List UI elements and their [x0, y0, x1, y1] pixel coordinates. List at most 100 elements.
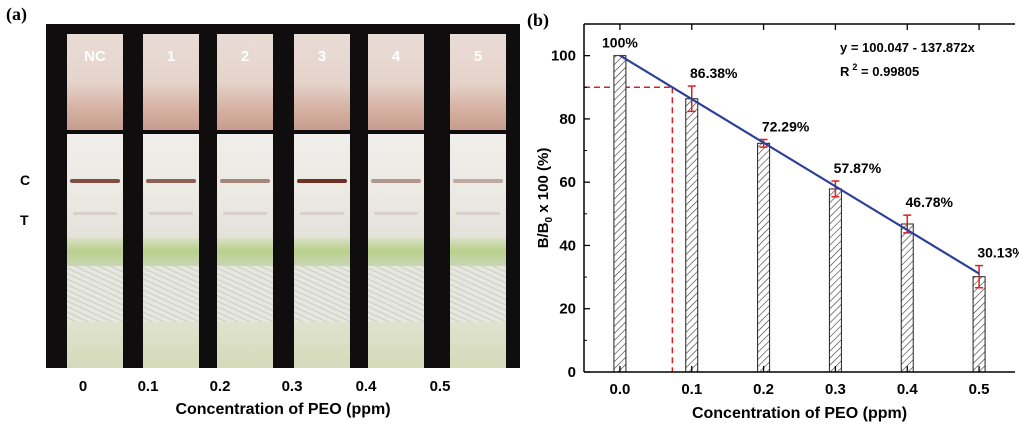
strip-mesh-pad [294, 266, 350, 322]
test-strips-photo: NC 1 2 3 4 5 [46, 24, 520, 368]
y-tick-label: 20 [559, 301, 576, 318]
strip-sample-pad [143, 34, 199, 130]
strip-sample-pad [67, 34, 123, 130]
y-tick-label: 80 [559, 111, 576, 128]
control-line [297, 179, 347, 183]
bar [613, 55, 627, 373]
panel-b-label: (b) [527, 10, 549, 30]
test-strip: 1 [143, 24, 199, 368]
test-line [149, 212, 193, 215]
y-tick-label: 40 [559, 237, 576, 254]
x-tick-label: 0.5 [969, 381, 990, 398]
y-tick-label: 0 [568, 364, 576, 381]
strip-bottom-pad [294, 322, 350, 368]
strip-absorb-pad [217, 238, 273, 266]
test-line [300, 212, 344, 215]
strip-label: 2 [240, 48, 250, 65]
strip-window-pad [368, 134, 424, 238]
y-axis-label-prefix: B/B [535, 222, 552, 248]
control-line [146, 179, 196, 183]
strip-bottom-pad [143, 322, 199, 368]
test-line [456, 212, 500, 215]
test-strip: 4 [368, 24, 424, 368]
x-tick-label: 0.3 [825, 381, 846, 398]
data-label: 46.78% [906, 194, 954, 210]
strip-mesh-pad [67, 266, 123, 322]
strip-label: 1 [166, 48, 176, 65]
strip-window-pad [143, 134, 199, 238]
strip-bottom-pad [217, 322, 273, 368]
strip-absorb-pad [67, 238, 123, 266]
strip-absorb-pad [143, 238, 199, 266]
y-axis-label-suffix: x 100 (%) [535, 148, 552, 217]
strip-concentration-label: 0.3 [281, 378, 303, 395]
strip-label: 4 [391, 48, 401, 65]
bar [972, 276, 986, 373]
panel-a-x-axis-label: Concentration of PEO (ppm) [175, 401, 391, 418]
r-squared-value: = 0.99805 [857, 64, 919, 79]
strip-label: 5 [473, 48, 483, 65]
strip-bottom-pad [67, 322, 123, 368]
test-line [223, 212, 267, 215]
strip-window-pad [294, 134, 350, 238]
strip-concentration-label: 0.5 [429, 378, 451, 395]
strip-label: 3 [317, 48, 327, 65]
control-line [70, 179, 120, 183]
strip-concentration-label: 0.2 [209, 378, 231, 395]
x-tick-label: 0.0 [609, 381, 630, 398]
r-squared-symbol: R [840, 64, 850, 79]
y-axis-label: B/B0 x 100 (%) [535, 148, 555, 249]
strip-absorb-pad [294, 238, 350, 266]
control-line [220, 179, 270, 183]
strip-window-pad [450, 134, 506, 238]
bar [828, 188, 842, 373]
control-line-label: C [20, 172, 31, 188]
data-label: 72.29% [762, 119, 810, 135]
strip-absorb-pad [368, 238, 424, 266]
y-tick-label: 60 [559, 174, 576, 191]
strip-mesh-pad [368, 266, 424, 322]
data-label: 86.38% [690, 65, 738, 81]
x-tick-label: 0.4 [897, 381, 919, 398]
test-line [73, 212, 117, 215]
strip-sample-pad [450, 34, 506, 130]
strip-mesh-pad [217, 266, 273, 322]
bar [685, 98, 699, 373]
control-line [453, 179, 503, 183]
test-line-label: T [20, 212, 29, 228]
strip-bottom-pad [450, 322, 506, 368]
x-tick-label: 0.1 [681, 381, 702, 398]
strip-sample-pad [294, 34, 350, 130]
strip-sample-pad [217, 34, 273, 130]
strip-absorb-pad [450, 238, 506, 266]
strip-concentration-label: 0.1 [137, 378, 159, 395]
control-line [371, 179, 421, 183]
test-strip: 2 [217, 24, 273, 368]
test-strip: NC [67, 24, 123, 368]
panel-a-label: (a) [6, 4, 27, 24]
x-tick-label: 0.2 [753, 381, 774, 398]
test-line [374, 212, 418, 215]
data-label: 100% [602, 35, 638, 51]
bar [900, 223, 914, 373]
test-strip: 5 [450, 24, 506, 368]
linear-fit-line [619, 54, 980, 275]
test-strip: 3 [294, 24, 350, 368]
y-tick-label: 100 [551, 48, 576, 65]
strip-label: NC [84, 48, 106, 65]
strip-concentration-label: 0.4 [355, 378, 377, 395]
strip-mesh-pad [143, 266, 199, 322]
strip-sample-pad [368, 34, 424, 130]
strip-window-pad [217, 134, 273, 238]
bar [757, 142, 771, 373]
strip-bottom-pad [368, 322, 424, 368]
strip-concentration-label: 0 [78, 378, 88, 395]
strip-window-pad [67, 134, 123, 238]
y-axis-label-subscript: 0 [544, 216, 555, 222]
data-label: 57.87% [834, 160, 882, 176]
r-squared-exponent: 2 [852, 62, 857, 72]
fit-equation: y = 100.047 - 137.872x [840, 40, 976, 55]
x-axis-label: Concentration of PEO (ppm) [692, 405, 907, 422]
